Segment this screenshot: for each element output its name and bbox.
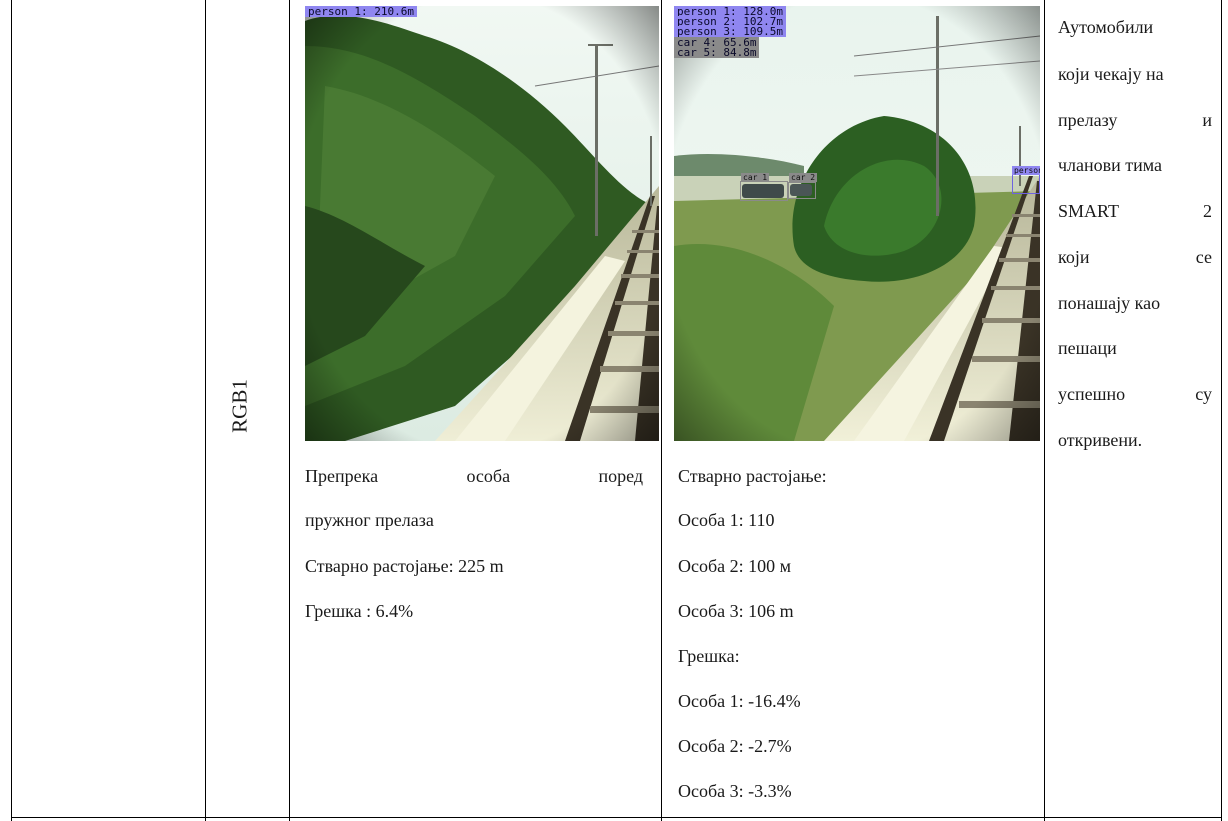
word: 2 [1203, 201, 1212, 221]
col2-line: Особа 1: 110 [678, 510, 775, 530]
railway-photo-2: person 1: 128.0m person 2: 102.7m person… [674, 6, 1040, 441]
word: који [1058, 247, 1090, 267]
col3-line2: који чекају на [1058, 64, 1164, 84]
detection-label: car 5: 84.8m [674, 47, 760, 58]
word: поред [598, 466, 643, 486]
col3-line7: понашају као [1058, 293, 1161, 313]
col3-line6: који се [1058, 247, 1212, 267]
car-box-tag: car 2 [789, 173, 818, 182]
table-border-bottom [11, 817, 1222, 818]
railway-photo-2-graphic [674, 6, 1040, 441]
table-border-col1 [205, 0, 206, 821]
row-label-rgb1: RGB1 [227, 379, 252, 433]
table-border-left [11, 0, 12, 821]
col3-line9: успешно су [1058, 384, 1212, 404]
col1-line4: Грешка : 6.4% [305, 601, 414, 621]
word: успешно [1058, 384, 1126, 404]
col3-line4: чланови тима [1058, 155, 1163, 175]
table-border-right [1221, 0, 1222, 821]
person-box-tag: person [1012, 166, 1040, 175]
word: Препрека [305, 466, 379, 486]
detection-label: person 1: 128.0m [674, 6, 786, 17]
col2-line: Особа 2: -2.7% [678, 736, 792, 756]
col2-line: Особа 3: -3.3% [678, 781, 792, 801]
word: и [1202, 110, 1212, 130]
col2-line: Особа 2: 100 м [678, 556, 792, 576]
detection-label: person 1: 210.6m [305, 6, 417, 17]
col2-line: Грешка: [678, 646, 740, 666]
col1-line2: пружног прелаза [305, 510, 434, 530]
col3-line1: Аутомобили [1058, 17, 1154, 37]
col3-line10: откривени. [1058, 430, 1143, 450]
table-border-col3 [661, 0, 662, 821]
table-border-col2 [289, 0, 290, 821]
col2-line: Особа 3: 106 m [678, 601, 794, 621]
car-bounding-box [788, 182, 816, 199]
person-bounding-box [1012, 174, 1040, 194]
detection-label: car 4: 65.6m [674, 37, 760, 48]
col1-line3: Стварно растојање: 225 m [305, 556, 504, 576]
railway-photo-1-graphic [305, 6, 659, 441]
railway-photo-1: person 1: 210.6m [305, 6, 659, 441]
word: су [1195, 384, 1212, 404]
car-bounding-box [740, 181, 788, 201]
col3-line3: прелазу и [1058, 110, 1212, 130]
col2-line: Особа 1: -16.4% [678, 691, 801, 711]
car-box-tag: car 1 [741, 173, 770, 182]
col3-line8: пешаци [1058, 338, 1117, 358]
col1-line1: Препрека особа поред [305, 466, 643, 486]
word: особа [466, 466, 511, 486]
word: се [1195, 247, 1212, 267]
detection-label: person 2: 102.7m [674, 16, 786, 27]
table-border-col4 [1044, 0, 1045, 821]
detection-label: person 3: 109.5m [674, 26, 786, 37]
col2-line: Стварно растојање: [678, 466, 827, 486]
word: прелазу [1058, 110, 1118, 130]
word: SMART [1058, 201, 1119, 221]
col3-line5: SMART 2 [1058, 201, 1212, 221]
